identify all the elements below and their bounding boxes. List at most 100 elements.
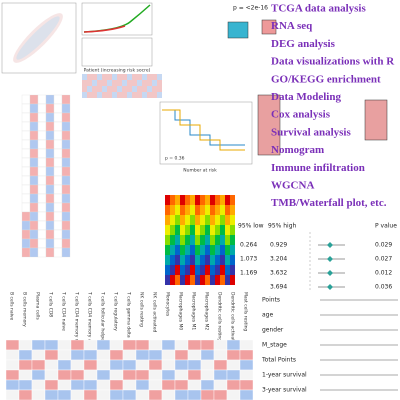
cell xyxy=(148,339,163,351)
cell: 3.694 xyxy=(270,284,287,291)
cell xyxy=(180,275,185,285)
cell xyxy=(112,92,117,98)
cell xyxy=(70,389,85,400)
cell xyxy=(148,389,163,400)
cell xyxy=(122,86,127,92)
cell xyxy=(122,359,137,371)
cell xyxy=(147,92,152,98)
cell xyxy=(70,339,85,351)
cell xyxy=(117,74,122,80)
cell xyxy=(135,389,150,400)
cell xyxy=(37,247,47,258)
cell xyxy=(44,389,59,400)
cell xyxy=(157,86,162,92)
cell xyxy=(61,247,71,258)
cell xyxy=(230,275,235,285)
cell xyxy=(53,238,63,249)
cell xyxy=(29,184,39,195)
cell xyxy=(230,255,235,265)
cell xyxy=(205,215,210,225)
cell xyxy=(213,379,228,391)
row-label: 1-year survival xyxy=(262,372,307,379)
cell xyxy=(135,379,150,391)
cell xyxy=(18,359,33,371)
cell xyxy=(83,389,98,400)
cell xyxy=(18,349,33,361)
cell xyxy=(148,379,163,391)
cell xyxy=(174,339,189,351)
cell xyxy=(200,379,215,391)
cell xyxy=(61,193,71,204)
cell xyxy=(225,255,230,265)
cell: 0.929 xyxy=(270,242,287,249)
column-label: Macrophages M0 xyxy=(178,292,184,330)
cell xyxy=(225,215,230,225)
cell xyxy=(175,225,180,235)
cell xyxy=(45,247,55,258)
cell xyxy=(53,175,63,186)
cell xyxy=(180,225,185,235)
cell xyxy=(200,349,215,361)
cell xyxy=(195,195,200,205)
cell xyxy=(45,229,55,240)
cell xyxy=(45,211,55,222)
cell xyxy=(205,255,210,265)
cell xyxy=(117,80,122,86)
cell xyxy=(142,74,147,80)
row-label: gender xyxy=(262,327,284,334)
cell xyxy=(122,379,137,391)
cell xyxy=(137,86,142,92)
cell xyxy=(205,265,210,275)
cell xyxy=(29,238,39,249)
cell xyxy=(205,245,210,255)
cell xyxy=(195,265,200,275)
cell xyxy=(152,74,157,80)
cell xyxy=(225,265,230,275)
cell xyxy=(37,238,47,249)
cell xyxy=(83,359,98,371)
cell xyxy=(215,225,220,235)
cell xyxy=(161,349,176,361)
box xyxy=(257,94,281,156)
cell xyxy=(29,139,39,150)
cell xyxy=(45,112,55,123)
cell xyxy=(220,205,225,215)
cell xyxy=(61,220,71,231)
cell xyxy=(200,225,205,235)
cell xyxy=(97,86,102,92)
cell xyxy=(53,103,63,114)
cell xyxy=(230,215,235,225)
cell xyxy=(142,86,147,92)
cell xyxy=(220,255,225,265)
cell xyxy=(21,94,31,105)
cell xyxy=(45,175,55,186)
cell xyxy=(45,238,55,249)
cell xyxy=(185,205,190,215)
cell xyxy=(205,225,210,235)
column-label: Macrophages M1 xyxy=(191,292,197,330)
cell xyxy=(87,86,92,92)
cell xyxy=(174,379,189,391)
cell xyxy=(53,193,63,204)
cell xyxy=(185,265,190,275)
cell xyxy=(157,74,162,80)
cell xyxy=(157,80,162,86)
cell xyxy=(29,157,39,168)
cell xyxy=(161,379,176,391)
cell: 1.073 xyxy=(240,256,257,263)
cell xyxy=(70,349,85,361)
cell xyxy=(239,389,254,400)
cell xyxy=(45,130,55,141)
cell xyxy=(29,202,39,213)
cell xyxy=(83,369,98,381)
cell xyxy=(195,245,200,255)
cell xyxy=(18,339,33,351)
cell xyxy=(165,265,170,275)
box xyxy=(364,99,388,141)
cell xyxy=(96,369,111,381)
cell xyxy=(215,195,220,205)
cell xyxy=(21,112,31,123)
cell xyxy=(174,369,189,381)
cell xyxy=(37,130,47,141)
cell xyxy=(220,275,225,285)
